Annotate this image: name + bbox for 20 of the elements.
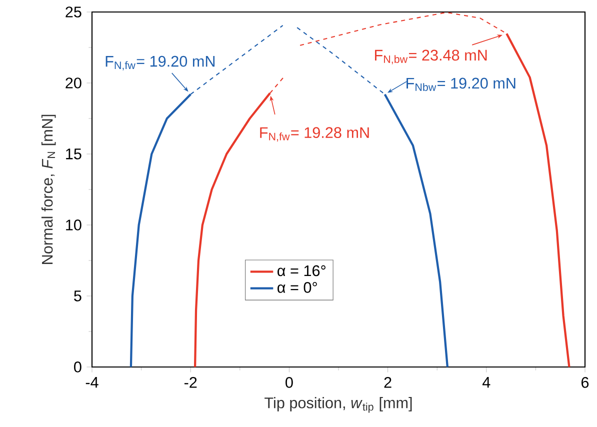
x-tick-label: 4 (482, 377, 490, 388)
x-tick-label: -2 (184, 377, 197, 388)
legend-label: α = 16° (278, 265, 326, 276)
annotation: F$_{N,fw}$= 19.28 mN (260, 127, 369, 142)
legend-label: α = 0° (278, 282, 317, 293)
x-tick-label: 0 (286, 377, 293, 388)
x-tick-label: 6 (582, 377, 589, 388)
annotation: F$_{N,bw}$= 23.48 mN (375, 50, 487, 64)
x-tick-label: 2 (384, 377, 392, 388)
x-tick-label: -4 (86, 377, 98, 388)
y-tick-label: 0 (74, 362, 82, 372)
y-tick-label: 15 (66, 148, 82, 160)
y-axis-title: Normal force, F$_{N}$ [mN] (41, 114, 56, 264)
y-tick-label: 20 (66, 78, 82, 88)
x-axis-title: Tip position, w$_{tip}$ [mm] (264, 397, 412, 413)
y-tick-label: 5 (74, 290, 82, 302)
annotation: F$_{N,fw}$= 19.20 mN (106, 56, 215, 70)
y-tick-label: 10 (66, 220, 82, 230)
annotation: F$_{Nbw}$= 19.20 mN (406, 78, 516, 92)
y-tick-label: 25 (66, 6, 82, 18)
